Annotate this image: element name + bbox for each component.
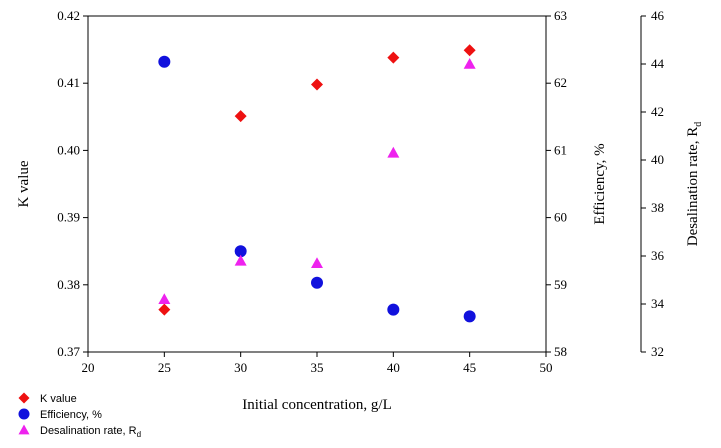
y-axis-efficiency: 58 59 60 61 62 63: [546, 8, 567, 359]
y-axis-title-efficiency: Efficiency, %: [592, 143, 608, 224]
x-tick-label: 35: [311, 360, 324, 375]
legend-label-desalination-rate: Desalination rate, Rd: [40, 425, 141, 439]
legend: K value Efficiency, % Desalination rate,…: [18, 392, 141, 439]
legend-item-efficiency: Efficiency, %: [18, 408, 102, 421]
legend-label-desalination-sub: d: [137, 430, 141, 439]
y-tick-label-k-value: 0.37: [57, 344, 80, 359]
k-value-point: [463, 44, 476, 57]
x-tick-label: 40: [387, 360, 400, 375]
y-tick-label-desalination-rate: 38: [651, 200, 664, 215]
y-axis-title-desalination-sub: d: [693, 122, 704, 127]
y-tick-label-desalination-rate: 32: [651, 344, 664, 359]
legend-label-efficiency: Efficiency, %: [40, 409, 102, 421]
k-value-point: [158, 303, 171, 316]
y-tick-label-desalination-rate: 44: [651, 56, 665, 71]
desalination-rate-point: [387, 146, 400, 158]
legend-label-desalination-main: Desalination rate, R: [40, 425, 137, 437]
y-axis-desalination-rate: 32 34 36 38 40 42 44 46: [640, 8, 665, 359]
y-tick-label-k-value: 0.41: [57, 75, 80, 90]
k-value-point: [234, 110, 247, 123]
efficiency-point: [158, 55, 171, 68]
y-tick-label-desalination-rate: 36: [651, 248, 665, 263]
desalination-rate-point: [463, 58, 476, 69]
efficiency-point: [387, 303, 400, 316]
y-tick-label-desalination-rate: 42: [651, 104, 664, 119]
y-axis-title-desalination-rate: Desalination rate, Rd: [685, 122, 704, 247]
x-axis-title: Initial concentration, g/L: [242, 397, 392, 413]
efficiency-point: [234, 245, 247, 258]
y-tick-label-efficiency: 60: [554, 210, 567, 225]
desalination-rate-point: [158, 293, 171, 304]
data-markers: [158, 44, 476, 323]
y-axis-title-k-value: K value: [16, 160, 32, 207]
y-tick-label-desalination-rate: 46: [651, 8, 665, 23]
y-tick-label-desalination-rate: 40: [651, 152, 664, 167]
desalination-rate-point: [311, 257, 323, 268]
x-tick-label: 25: [158, 360, 171, 375]
y-tick-label-efficiency: 62: [554, 75, 567, 90]
y-tick-label-k-value: 0.38: [57, 277, 80, 292]
legend-item-desalination-rate: Desalination rate, Rd: [18, 424, 141, 439]
plot-border: [87, 15, 547, 353]
k-value-point: [311, 78, 323, 91]
legend-diamond-marker: [18, 392, 30, 404]
legend-label-k-value: K value: [40, 393, 77, 405]
y-tick-label-k-value: 0.39: [57, 210, 80, 225]
x-tick-label: 50: [540, 360, 553, 375]
y-tick-label-efficiency: 61: [554, 142, 567, 157]
desalination-rate-point: [234, 254, 247, 266]
x-tick-label: 20: [82, 360, 95, 375]
legend-circle-marker: [18, 408, 30, 420]
y-tick-label-efficiency: 63: [554, 8, 567, 23]
x-tick-label: 45: [463, 360, 476, 375]
y-tick-label-efficiency: 59: [554, 277, 567, 292]
y-tick-label-k-value: 0.40: [57, 142, 80, 157]
x-axis: 20 25 30 35 40 45 50: [82, 352, 553, 375]
efficiency-point: [311, 276, 323, 289]
efficiency-point: [463, 310, 476, 323]
plot-frame: [87, 15, 547, 353]
y-axis-title-desalination-main: Desalination rate, R: [685, 127, 701, 247]
legend-item-k-value: K value: [18, 392, 77, 405]
x-tick-label: 30: [234, 360, 247, 375]
k-value-point: [387, 51, 400, 64]
y-tick-label-k-value: 0.42: [57, 8, 80, 23]
y-axis-k-value: 0.37 0.38 0.39 0.40 0.41 0.42: [57, 8, 88, 359]
y-tick-label-desalination-rate: 34: [651, 296, 665, 311]
legend-triangle-marker: [18, 424, 30, 435]
y-tick-label-efficiency: 58: [554, 344, 567, 359]
